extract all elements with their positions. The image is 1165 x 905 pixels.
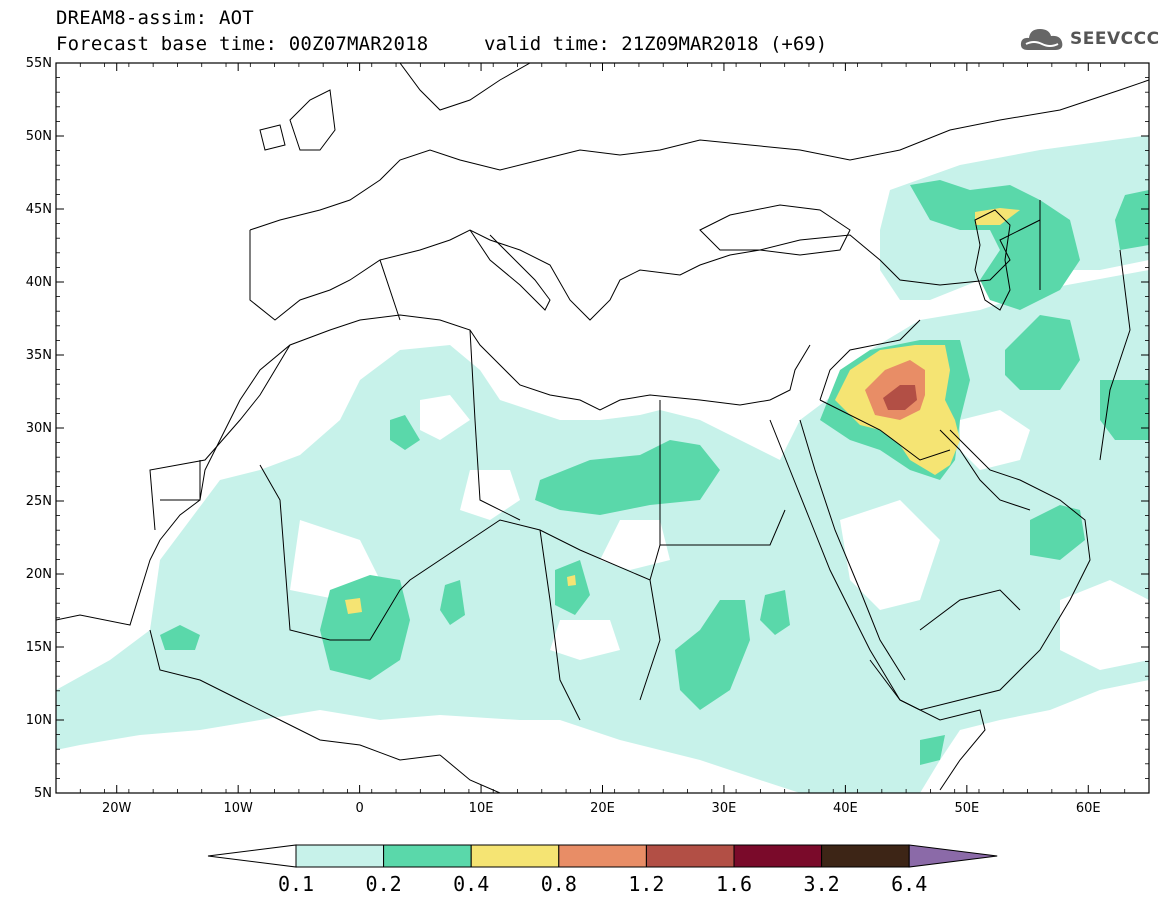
lon-label: 10E [469,801,494,816]
title-line-1: DREAM8-assim: AOT [56,7,254,29]
colorbar-low-arrow [207,844,297,868]
lon-label: 50E [954,801,979,816]
colorbar-swatch [821,844,910,868]
lat-label: 10N [26,713,52,728]
colorbar-swatch [295,844,385,868]
lat-label: 30N [26,421,52,436]
axis-labels: 55N 50N 45N 40N 35N 30N 25N 20N 15N 10N 5N 20W 10W 0 1… [26,56,1101,816]
colorbar-swatch [733,844,823,868]
lon-label: 0 [355,801,363,816]
lon-label: 20W [102,801,132,816]
lat-label: 45N [26,202,52,217]
axis-ticks [55,62,1150,794]
title-line-2: Forecast base time: 00Z07MAR2018 [56,33,429,55]
lon-label: 10W [223,801,253,816]
lon-label: 60E [1076,801,1101,816]
lat-label: 50N [26,129,52,144]
lat-label: 40N [26,275,52,290]
colorbar [207,844,998,868]
lat-label: 15N [26,640,52,655]
cloud-icon [1020,29,1063,50]
colorbar-label: 0.4 [453,872,490,896]
colorbar-swatch [383,844,472,868]
colorbar-swatch [645,844,735,868]
aot-clear-areas [56,395,1149,793]
colorbar-label: 0.2 [365,872,402,896]
lat-label: 35N [26,348,52,363]
colorbar-label: 3.2 [803,872,840,896]
colorbar-high-arrow [908,844,998,868]
lon-label: 30E [712,801,737,816]
colorbar-label: 1.2 [628,872,665,896]
colorbar-label: 6.4 [891,872,928,896]
logo-text: SEEVCCC [1070,29,1160,49]
colorbar-label: 1.6 [715,872,753,896]
lon-label: 20E [590,801,615,816]
seevccc-logo: SEEVCCC [1018,24,1160,54]
aot-level-1.2 [883,385,917,410]
lat-label: 25N [26,494,52,509]
coastlines-borders [56,63,1149,793]
valid-time: valid time: 21Z09MAR2018 (+69) [484,33,828,55]
lat-label: 20N [26,567,52,582]
aot-contours [56,135,1149,793]
lon-label: 40E [833,801,858,816]
colorbar-swatch [470,844,560,868]
lat-label: 55N [26,56,52,71]
colorbar-swatch [558,844,647,868]
colorbar-label: 0.1 [277,872,315,896]
colorbar-label: 0.8 [540,872,577,896]
lat-label: 5N [34,786,52,801]
